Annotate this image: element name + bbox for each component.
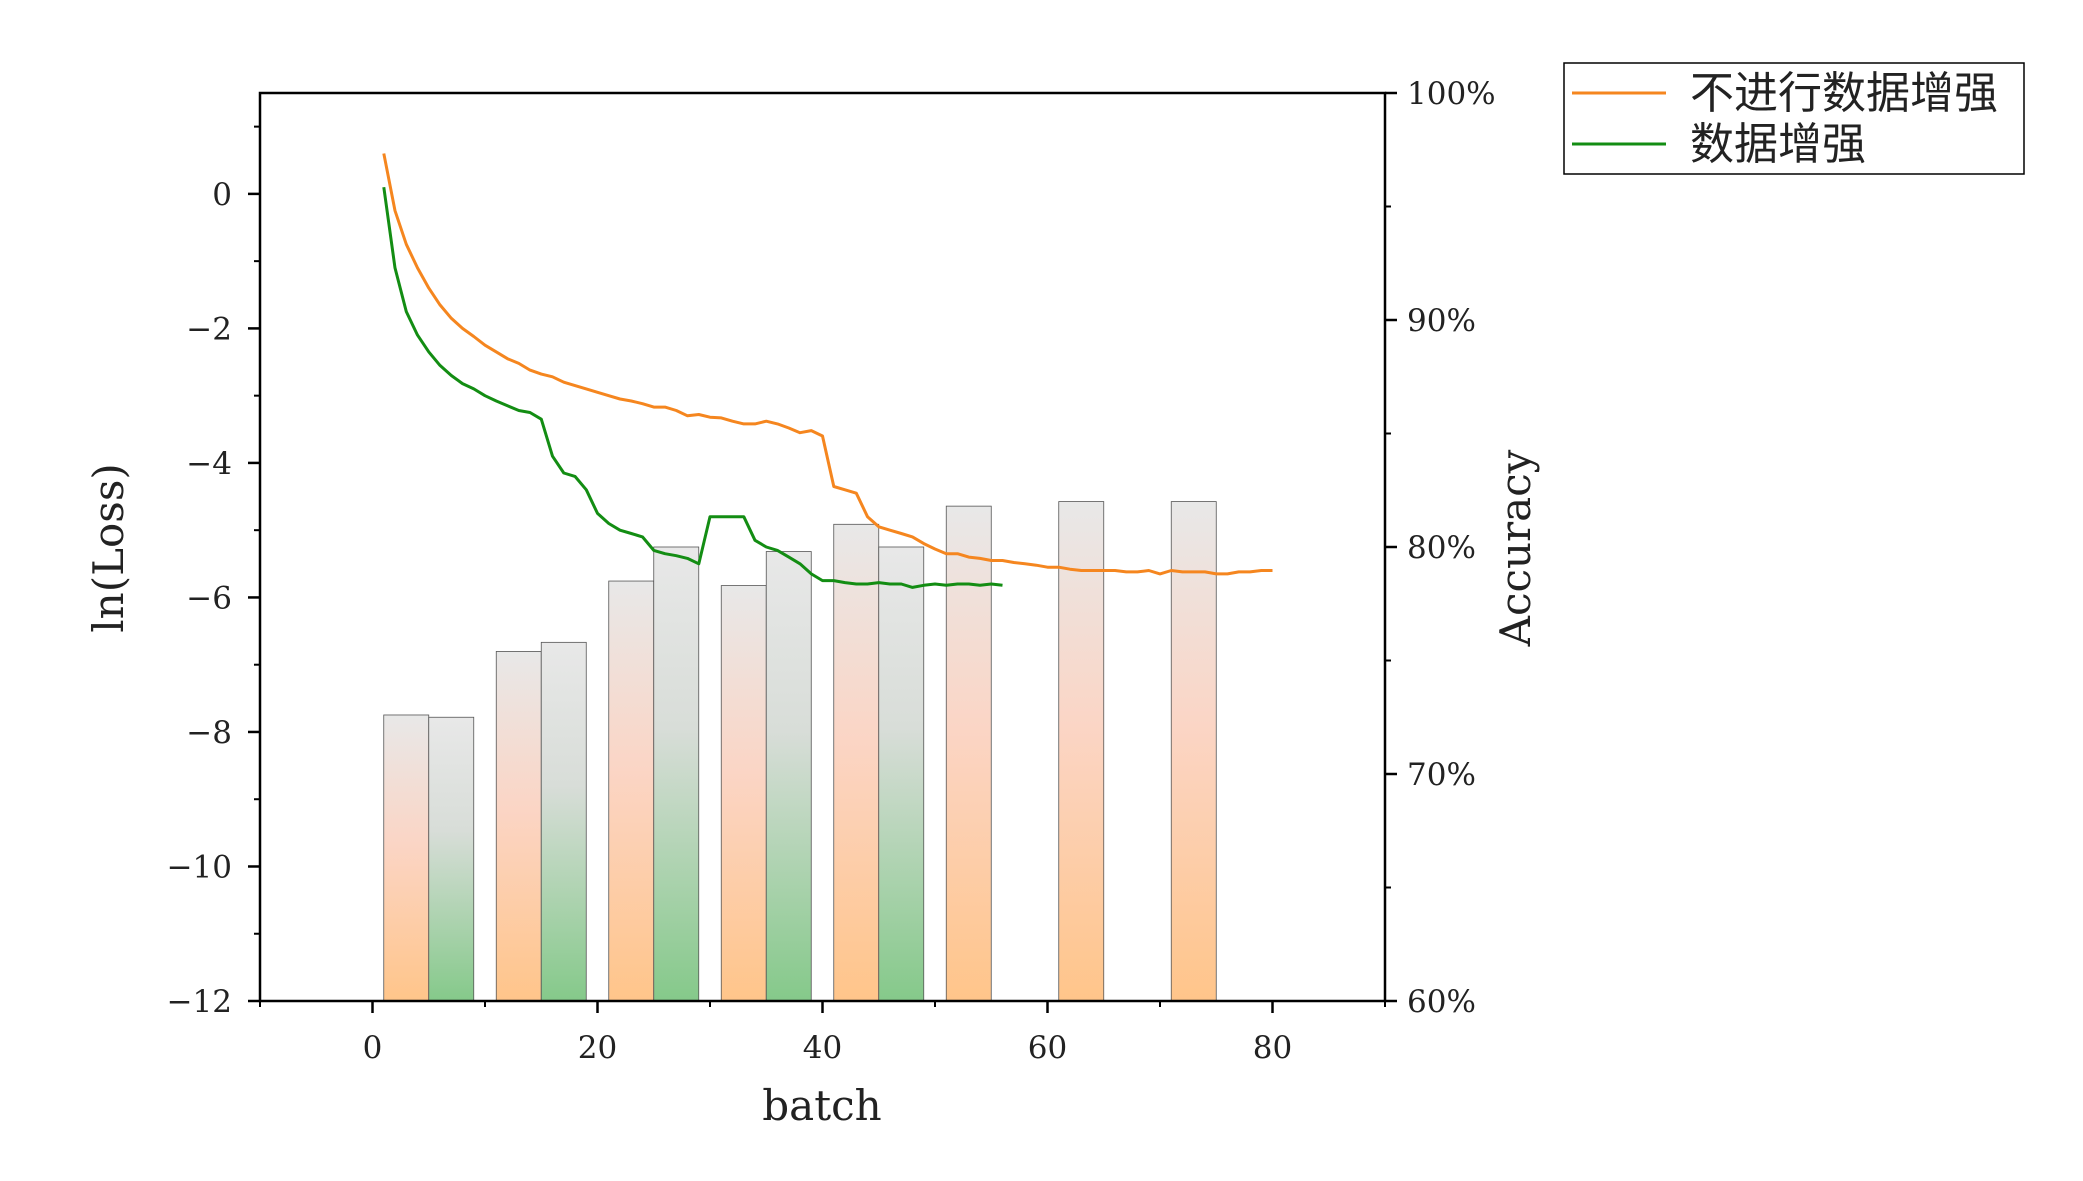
legend: 不进行数据增强 数据增强 (1563, 62, 2025, 175)
accuracy-bar-green-3 (540, 641, 587, 1002)
axes-layer: 0 20 40 60 80 0 −2 −4 −6 −8 −10 −12 100% 90% 80% 70% 60% (167, 76, 1496, 1066)
y-left-tick-label: −12 (167, 984, 232, 1020)
x-tick-label: 40 (803, 1030, 842, 1066)
y-right-tick-label: 100% (1407, 76, 1496, 112)
y-right-tick-label: 90% (1407, 303, 1476, 339)
accuracy-bar-orange-12 (1170, 501, 1217, 1002)
y-left-tick-label: −8 (186, 715, 232, 751)
lines-layer (382, 153, 1273, 589)
legend-box (1563, 62, 2025, 175)
y-left-tick-label: −2 (186, 311, 232, 347)
accuracy-bar-green-9 (878, 546, 925, 1002)
x-tick-label: 0 (363, 1030, 383, 1066)
y-left-tick-label: −4 (186, 446, 232, 482)
accuracy-bar-green-5 (653, 546, 700, 1002)
accuracy-bar-orange-8 (833, 523, 880, 1002)
accuracy-bar-orange-2 (495, 651, 542, 1002)
y-left-tick-label: −10 (167, 849, 232, 885)
accuracy-bar-green-7 (765, 551, 812, 1002)
y-axis-right-title: Accuracy (1491, 449, 1540, 647)
accuracy-bar-orange-0 (383, 714, 430, 1002)
x-tick-label: 80 (1253, 1030, 1292, 1066)
accuracy-bar-orange-6 (720, 585, 767, 1002)
legend-label-no-augmentation: 不进行数据增强 (1690, 68, 1998, 119)
y-right-tick-label: 70% (1407, 757, 1476, 793)
accuracy-bar-green-1 (428, 716, 475, 1002)
y-left-tick-label: 0 (212, 177, 232, 213)
accuracy-bar-orange-10 (945, 505, 992, 1002)
x-tick-label: 60 (1028, 1030, 1067, 1066)
legend-label-augmentation: 数据增强 (1690, 119, 1866, 170)
y-right-tick-label: 80% (1407, 530, 1476, 566)
accuracy-bar-orange-4 (608, 580, 655, 1002)
y-axis-left-title: ln(Loss) (84, 463, 133, 633)
loss-line-0 (382, 153, 1273, 576)
bars-layer (383, 501, 1217, 1002)
x-axis-title: batch (762, 1081, 881, 1130)
accuracy-bar-orange-11 (1058, 501, 1105, 1002)
y-right-tick-label: 60% (1407, 984, 1476, 1020)
y-left-tick-label: −6 (186, 580, 232, 616)
x-tick-label: 20 (578, 1030, 617, 1066)
loss-line-1 (382, 186, 1003, 589)
